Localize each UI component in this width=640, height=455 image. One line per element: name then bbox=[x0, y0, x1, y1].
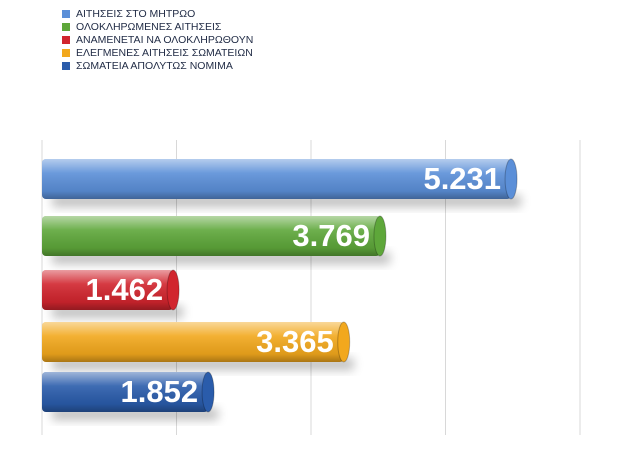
bar-shine bbox=[42, 159, 512, 199]
bar-cap bbox=[337, 321, 351, 363]
legend-label: ΣΩΜΑΤΕΙΑ ΑΠΟΛΥΤΩΣ ΝΟΜΙΜΑ bbox=[76, 60, 233, 72]
legend-swatch bbox=[62, 10, 70, 18]
legend-swatch bbox=[62, 36, 70, 44]
bar-shine bbox=[42, 270, 174, 310]
bar-cap bbox=[504, 158, 518, 200]
value-label: 5.231 bbox=[423, 161, 501, 196]
bar-shine bbox=[42, 216, 380, 256]
legend-swatch bbox=[62, 62, 70, 70]
bar-cap bbox=[166, 269, 180, 311]
value-label: 1.852 bbox=[120, 374, 198, 409]
bar-shine bbox=[42, 372, 209, 412]
legend-swatch bbox=[62, 23, 70, 31]
bar-cap bbox=[201, 371, 215, 413]
legend-label: ΑΝΑΜΕΝΕΤΑΙ ΝΑ ΟΛΟΚΛΗΡΩΘΟΥΝ bbox=[76, 34, 253, 46]
legend-label: ΟΛΟΚΛΗΡΩΜΕΝΕΣ ΑΙΤΗΣΕΙΣ bbox=[76, 21, 222, 33]
legend-swatch bbox=[62, 49, 70, 57]
legend-label: ΕΛΕΓΜΕΝΕΣ ΑΙΤΗΣΕΙΣ ΣΩΜΑΤΕΙΩΝ bbox=[76, 47, 253, 59]
value-label: 1.462 bbox=[86, 272, 164, 307]
value-label: 3.769 bbox=[292, 218, 370, 253]
bar-shine bbox=[42, 322, 344, 362]
legend-label: ΑΙΤΗΣΕΙΣ ΣΤΟ ΜΗΤΡΩΟ bbox=[76, 8, 195, 20]
bar-cap bbox=[373, 215, 387, 257]
value-label: 3.365 bbox=[256, 324, 334, 359]
